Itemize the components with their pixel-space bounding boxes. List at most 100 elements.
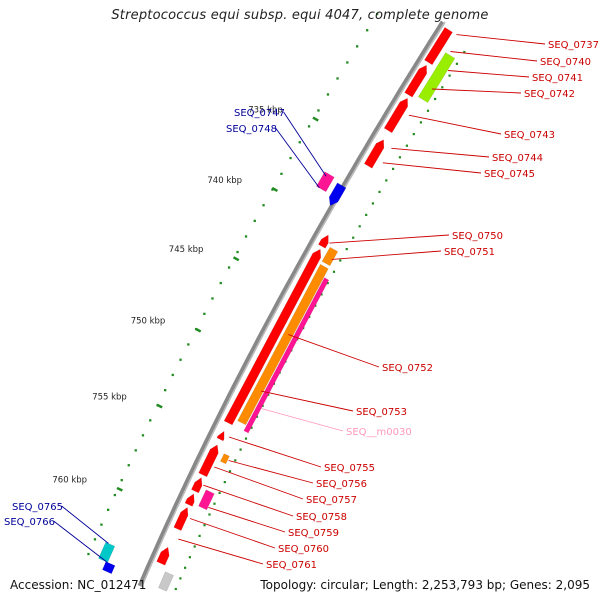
backbone-line: [137, 20, 446, 588]
gene-feature: [317, 234, 329, 249]
scale-dot: [219, 281, 222, 285]
gene-feature: [156, 546, 170, 566]
scale-dot: [227, 266, 231, 269]
scale-tick-label: 755 kbp: [92, 392, 127, 402]
scale-dot: [307, 125, 311, 128]
scale-dot: [149, 419, 152, 422]
scale-dot: [218, 491, 221, 494]
gene-feature: [417, 52, 456, 104]
scale-dot: [378, 190, 381, 193]
gene-label: SEQ_0744: [492, 153, 543, 164]
scale-dot: [179, 577, 182, 580]
scale-dot: [179, 358, 182, 361]
gene-label: SEQ_0765: [12, 502, 63, 513]
gene-label: SEQ_0751: [444, 247, 495, 258]
scale-dot: [255, 415, 259, 418]
leader-line: [261, 408, 344, 432]
scale-dot: [441, 86, 444, 89]
gene-feature: [191, 477, 203, 494]
scale-dot: [113, 493, 116, 497]
gene-label: SEQ_0750: [452, 231, 503, 242]
scale-dot: [448, 74, 451, 77]
scale-dot: [336, 77, 339, 80]
scale-dot: [289, 156, 292, 160]
scale-dot: [345, 248, 348, 251]
scale-dot: [87, 552, 90, 556]
scale-tick-label: 735 kbp: [248, 106, 283, 116]
accession-text: Accession: NC_012471: [10, 578, 147, 592]
gene-label: SEQ_0740: [540, 57, 591, 68]
scale-dot: [107, 508, 110, 511]
gene-feature: [158, 571, 174, 592]
scale-tick: [312, 116, 319, 122]
scale-dot: [174, 587, 177, 591]
gene-features: [98, 26, 456, 592]
scale-dot: [141, 434, 145, 437]
scale-dot: [358, 225, 361, 228]
scale-tick-label: 745 kbp: [169, 245, 204, 255]
leader-line: [450, 51, 538, 62]
scale-dot: [262, 204, 265, 207]
leader-line: [203, 484, 294, 517]
scale-dot: [326, 282, 329, 285]
scale-dot: [127, 464, 130, 467]
scale-dot: [244, 437, 248, 440]
scale-dot: [339, 259, 342, 262]
gene-feature: [219, 453, 230, 465]
scale-dot: [366, 29, 369, 32]
scale-dot: [188, 556, 191, 559]
leader-line: [261, 390, 354, 412]
gene-feature: [223, 248, 322, 426]
scale-tick-label: 740 kbp: [207, 176, 242, 186]
leader-line: [329, 234, 450, 244]
gene-feature: [321, 246, 339, 267]
scale-dot: [385, 179, 388, 182]
gene-label: SEQ_0752: [382, 363, 433, 374]
leader-line: [431, 88, 522, 94]
gene-label: SEQ_0760: [278, 544, 329, 555]
gene-label: SEQ_0743: [504, 130, 555, 141]
map-title: Streptococcus equi subsp. equi 4047, com…: [111, 8, 489, 23]
scale-dot: [392, 167, 395, 170]
scale-dot: [463, 50, 466, 54]
gene-feature: [198, 444, 219, 478]
gene-feature: [328, 182, 347, 207]
gene-labels: SEQ_0737 SEQ_0740 SEQ_0741 SEQ_0742 SEQ_0743…: [4, 40, 599, 571]
scale-tick-label: 760 kbp: [52, 476, 87, 486]
gene-label: SEQ_0742: [524, 89, 575, 100]
leader-line: [447, 70, 530, 78]
scale-dot: [434, 97, 437, 101]
scale-dot: [298, 141, 301, 144]
label-leaders: [53, 34, 546, 565]
scale-dot: [398, 156, 401, 159]
gene-feature: [102, 561, 116, 575]
topology-text: Topology: circular; Length: 2,253,793 bp…: [260, 578, 590, 592]
gene-label: SEQ_0758: [296, 512, 347, 523]
scale-dots: [87, 12, 466, 591]
scale-ticks: 735 kbp 740 kbp 745 kbp 750 kbp 755 kbp 760 k…: [52, 106, 319, 492]
gene-feature: [424, 26, 453, 66]
scale-dot: [426, 109, 430, 112]
scale-dot: [203, 312, 206, 315]
gene-feature: [198, 489, 215, 511]
scale-dot: [208, 513, 211, 516]
scale-tick: [156, 403, 163, 409]
scale-dot: [405, 144, 408, 147]
scale-dot: [234, 459, 237, 462]
leader-line: [214, 466, 304, 500]
scale-dot: [203, 524, 206, 527]
gene-feature: [315, 171, 335, 193]
scale-tick: [116, 486, 123, 492]
leader-line: [228, 436, 322, 468]
leader-line: [178, 538, 264, 565]
scale-dot: [134, 449, 137, 452]
leader-line: [228, 460, 314, 484]
gene-label: SEQ_0747: [234, 108, 285, 119]
gene-feature: [404, 64, 428, 98]
scale-dot: [455, 62, 458, 65]
gene-feature: [363, 139, 385, 169]
scale-dot: [120, 479, 123, 482]
scale-tick: [232, 256, 240, 262]
scale-dot: [365, 213, 368, 216]
